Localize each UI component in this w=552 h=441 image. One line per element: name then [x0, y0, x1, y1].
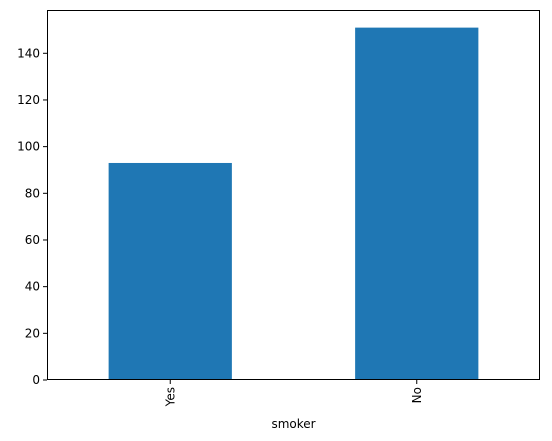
x-tick-label-no: No — [410, 387, 424, 403]
x-axis-label: smoker — [271, 417, 315, 431]
y-tick-label: 20 — [25, 326, 40, 340]
bars — [108, 27, 479, 380]
y-tick-label: 80 — [25, 186, 40, 200]
y-tick-label: 40 — [25, 280, 40, 294]
y-axis-ticks: 0 20 40 60 80 100 120 140 — [17, 46, 47, 387]
x-axis-ticks: Yes No — [163, 380, 424, 407]
bar-no — [355, 27, 479, 380]
y-tick-label: 140 — [17, 46, 40, 60]
y-tick-label: 100 — [17, 140, 40, 154]
y-tick-label: 120 — [17, 93, 40, 107]
bar-yes — [108, 162, 232, 380]
axes-frame — [47, 10, 540, 380]
plot-area: 0 20 40 60 80 100 120 140 Yes No — [17, 10, 540, 407]
y-tick-label: 60 — [25, 233, 40, 247]
y-tick-label: 0 — [32, 373, 40, 387]
x-tick-label-yes: Yes — [163, 387, 177, 407]
